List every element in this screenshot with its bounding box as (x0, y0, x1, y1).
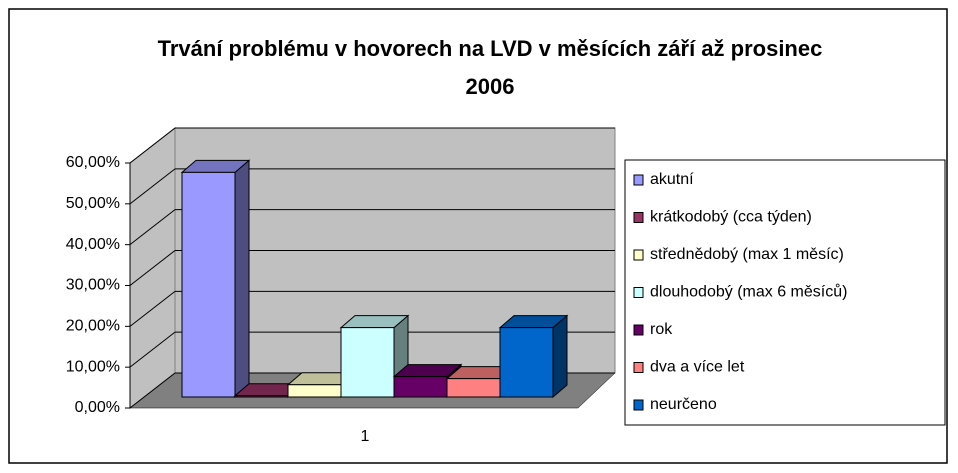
legend-label: neurčeno (650, 396, 717, 413)
y-tick-label: 20,00% (66, 318, 120, 335)
legend-label: střednědobý (max 1 měsíc) (650, 246, 844, 263)
grid-line (129, 331, 176, 368)
legend-swatch (633, 174, 644, 186)
bar-front (499, 327, 554, 398)
legend-swatch (633, 324, 644, 336)
y-tick-label: 30,00% (66, 277, 120, 294)
y-tick-label: 50,00% (66, 195, 120, 212)
bar (498, 314, 569, 399)
legend-swatch (633, 399, 644, 411)
bar-front (393, 376, 448, 398)
legend-label: rok (650, 321, 673, 338)
bar-front (234, 395, 289, 398)
legend-swatch (633, 212, 644, 223)
legend-box (624, 159, 946, 426)
y-tick-label: 0,00% (75, 399, 120, 416)
bar (180, 159, 251, 399)
bar-front (181, 171, 236, 398)
grid-line (129, 372, 176, 409)
bar-front (340, 327, 395, 398)
bar-side (552, 314, 568, 399)
legend-swatch (633, 249, 644, 261)
legend-label: akutní (650, 171, 694, 188)
legend-swatch (633, 287, 644, 298)
grid-line (129, 168, 176, 205)
bar-front (287, 384, 342, 398)
bar-side (234, 159, 250, 399)
grid-line (129, 127, 176, 164)
bar-front (446, 378, 501, 398)
chart-title: Trvání problému v hovorech na LVD v měsí… (157, 36, 823, 99)
legend-label: dlouhodobý (max 6 měsíců) (650, 283, 847, 301)
y-tick-label: 40,00% (66, 236, 120, 253)
grid-line (129, 209, 176, 246)
y-tick-label: 60,00% (66, 154, 120, 171)
legend-label: dva a více let (650, 359, 745, 376)
grid-line (129, 250, 176, 286)
y-tick-label: 10,00% (66, 358, 120, 375)
legend-label: krátkodobý (cca týden) (650, 209, 812, 226)
legend-swatch (633, 362, 644, 373)
grid-line (129, 290, 176, 327)
x-tick-label: 1 (361, 428, 370, 445)
